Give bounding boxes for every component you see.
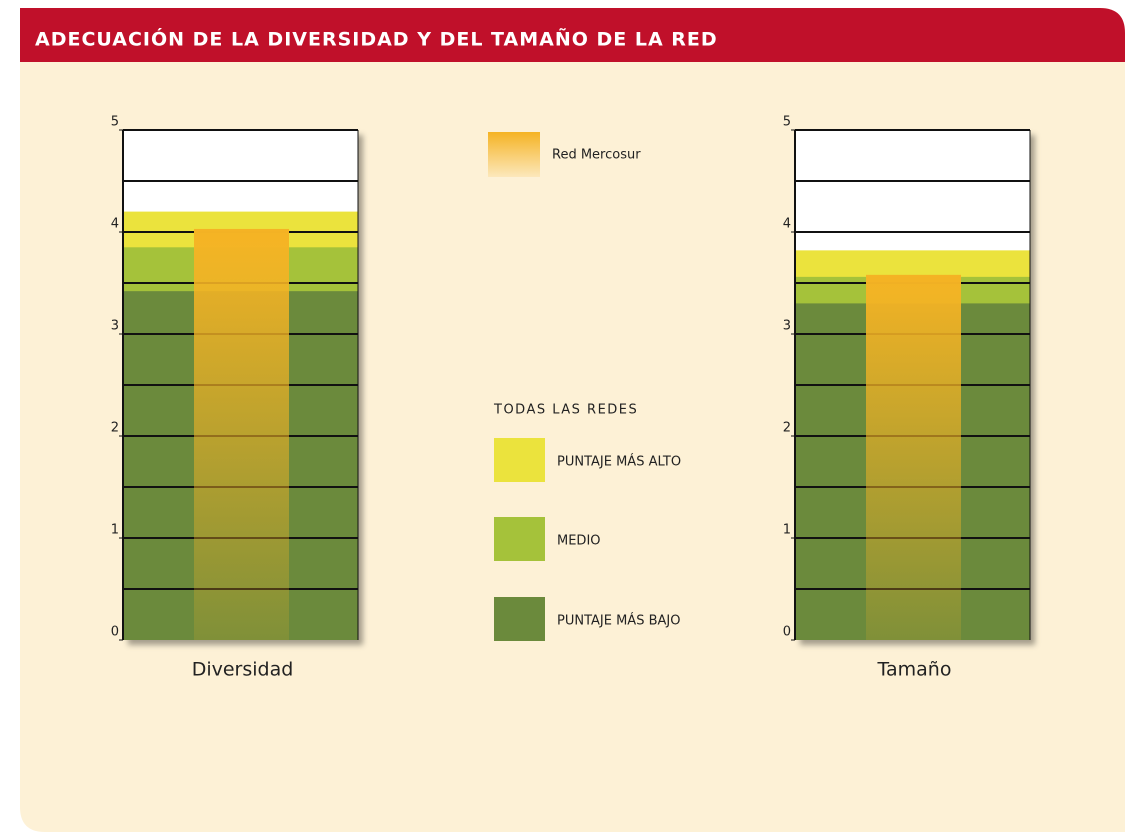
legend-group-label: TODAS LAS REDES bbox=[493, 403, 638, 418]
legend-swatch bbox=[494, 517, 545, 561]
y-tick-label: 3 bbox=[111, 319, 119, 334]
y-tick-label: 2 bbox=[111, 421, 119, 436]
x-tick-label: Tamaño bbox=[877, 659, 952, 681]
bar bbox=[866, 274, 961, 640]
legend-label: PUNTAJE MÁS ALTO bbox=[557, 454, 681, 470]
legend-swatch bbox=[494, 597, 545, 641]
y-tick-label: 5 bbox=[783, 115, 791, 130]
legend-label: PUNTAJE MÁS BAJO bbox=[557, 613, 680, 629]
y-tick-label: 5 bbox=[111, 115, 119, 130]
y-tick-label: 2 bbox=[783, 421, 791, 436]
y-tick-label: 4 bbox=[111, 217, 119, 232]
y-tick-label: 0 bbox=[111, 625, 119, 640]
legend-swatch bbox=[488, 132, 540, 177]
bar bbox=[194, 228, 289, 640]
y-tick-label: 3 bbox=[783, 319, 791, 334]
y-tick-label: 0 bbox=[783, 625, 791, 640]
y-tick-label: 4 bbox=[783, 217, 791, 232]
header-bar bbox=[20, 8, 1125, 62]
legend-label: MEDIO bbox=[557, 534, 601, 549]
x-tick-label: Diversidad bbox=[192, 659, 294, 681]
legend-swatch bbox=[494, 438, 545, 482]
title: ADECUACIÓN DE LA DIVERSIDAD Y DEL TAMAÑO… bbox=[35, 27, 718, 51]
y-tick-label: 1 bbox=[783, 523, 791, 538]
legend-label: Red Mercosur bbox=[552, 148, 641, 163]
y-tick-label: 1 bbox=[111, 523, 119, 538]
